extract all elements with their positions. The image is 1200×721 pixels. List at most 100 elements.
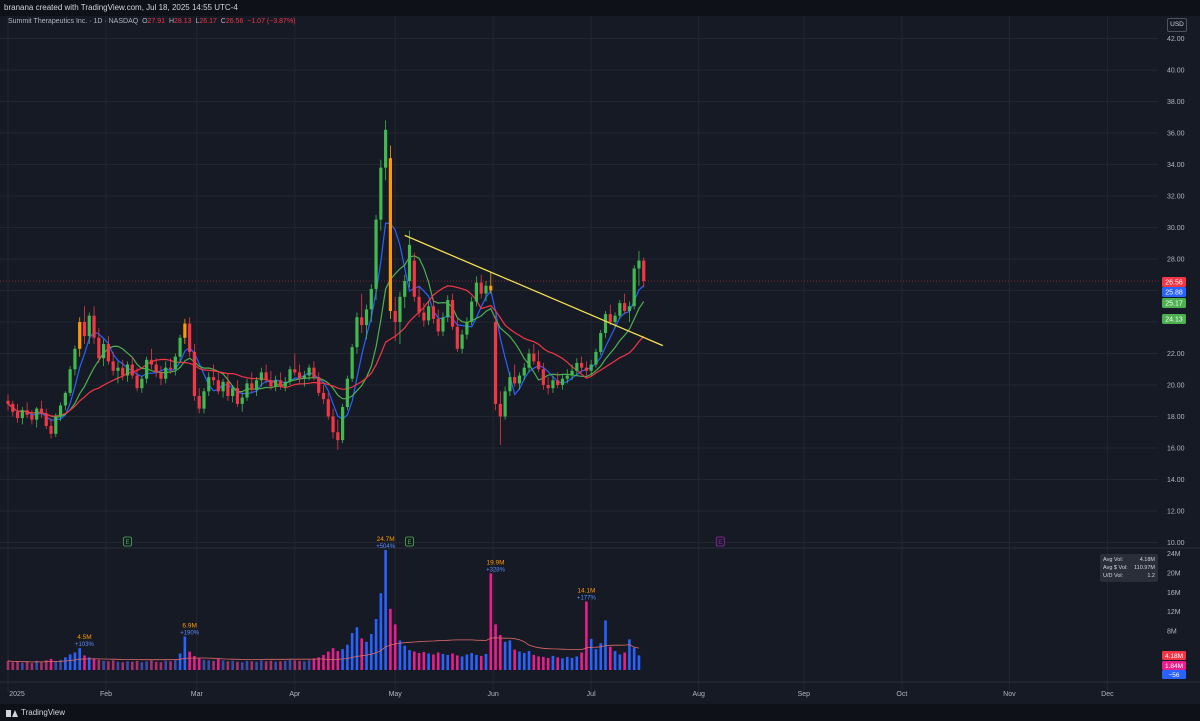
stat-label: Avg $ Vol: bbox=[1103, 565, 1128, 571]
candle bbox=[226, 373, 230, 401]
volume-bar bbox=[599, 643, 603, 670]
price-axis-label: 28.00 bbox=[1167, 257, 1185, 264]
currency-button[interactable]: USD bbox=[1167, 18, 1187, 32]
volume-badge-label: 1.84M bbox=[1165, 663, 1183, 670]
candle bbox=[192, 344, 197, 401]
candle bbox=[470, 296, 474, 326]
price-axis-label: 18.00 bbox=[1167, 414, 1185, 421]
candle bbox=[35, 407, 39, 428]
volume-axis-label: 8M bbox=[1167, 629, 1177, 636]
candle bbox=[398, 292, 402, 345]
time-axis-label: Mar bbox=[191, 691, 204, 698]
volume-bar bbox=[369, 634, 373, 670]
candle bbox=[6, 394, 10, 411]
candle-body bbox=[470, 301, 474, 322]
candle-body bbox=[197, 396, 201, 409]
volume-bar bbox=[97, 659, 101, 670]
candle-body bbox=[364, 309, 369, 326]
candle-body bbox=[97, 337, 101, 359]
candle bbox=[240, 392, 244, 412]
earnings-box bbox=[405, 536, 414, 547]
candle-body bbox=[235, 388, 240, 404]
volume-bar bbox=[212, 660, 215, 670]
candle bbox=[364, 304, 369, 340]
candle bbox=[627, 301, 631, 322]
candle bbox=[15, 403, 20, 423]
candle bbox=[73, 345, 77, 376]
volume-bar bbox=[11, 662, 15, 670]
volume-bar bbox=[413, 651, 416, 670]
stat-value: 110.97M bbox=[1134, 565, 1155, 571]
candle-body bbox=[240, 397, 244, 404]
candle bbox=[288, 366, 292, 385]
candle-body bbox=[513, 377, 517, 384]
candle-body bbox=[436, 318, 440, 332]
volume-bar bbox=[537, 656, 540, 670]
candle bbox=[278, 372, 283, 390]
price-axis-label: 20.00 bbox=[1167, 383, 1185, 390]
volume-bar bbox=[451, 653, 454, 670]
candle-body bbox=[580, 362, 584, 368]
candle bbox=[54, 413, 58, 437]
legend-open: 27.91 bbox=[147, 18, 166, 25]
candle bbox=[116, 361, 120, 384]
candle-body bbox=[283, 381, 287, 387]
candle-body bbox=[140, 378, 144, 389]
volume-bar bbox=[575, 656, 579, 670]
volume-bar bbox=[221, 660, 225, 670]
volume-bar bbox=[68, 654, 72, 670]
candle-body bbox=[412, 260, 416, 297]
volume-bar bbox=[542, 656, 545, 670]
tradingview-logo[interactable]: TradingView bbox=[6, 708, 65, 717]
volume-bar bbox=[255, 661, 258, 670]
volume-bar bbox=[365, 641, 368, 670]
candle-body bbox=[63, 392, 67, 406]
volume-bar bbox=[49, 658, 53, 670]
candle bbox=[589, 359, 593, 376]
candle bbox=[599, 329, 603, 356]
grid-lines bbox=[0, 16, 1158, 692]
candle bbox=[39, 400, 44, 419]
candle bbox=[321, 385, 326, 404]
candle-body bbox=[460, 334, 464, 349]
candle-body bbox=[278, 380, 283, 387]
volume-axis-label: 12M bbox=[1167, 609, 1181, 616]
candle-body bbox=[297, 372, 302, 379]
volume-badge: −56 bbox=[1162, 670, 1186, 679]
volume-bar bbox=[441, 653, 445, 670]
volume-bar bbox=[207, 660, 211, 670]
candle-body bbox=[360, 317, 364, 326]
candle-body bbox=[116, 367, 120, 371]
time-axis-label: Jun bbox=[488, 691, 499, 698]
price-axis-label: 16.00 bbox=[1167, 446, 1185, 453]
candle-body bbox=[188, 323, 192, 352]
volume-bar bbox=[83, 655, 86, 670]
volume-bar bbox=[470, 653, 473, 670]
volume-bar bbox=[264, 661, 268, 670]
candle bbox=[307, 364, 311, 381]
volume-bar bbox=[360, 638, 364, 670]
candle bbox=[336, 419, 340, 450]
volume-bar bbox=[628, 639, 631, 670]
candle bbox=[551, 375, 555, 393]
earnings-marker: E bbox=[715, 536, 725, 547]
candle bbox=[125, 361, 130, 382]
candle-body bbox=[627, 306, 631, 311]
legend-change: −1.07 (−3.87%) bbox=[247, 18, 296, 25]
price-axis-label: 12.00 bbox=[1167, 509, 1185, 516]
volume-bar bbox=[25, 661, 29, 670]
candle-body bbox=[254, 380, 259, 390]
legend-low-label: L bbox=[195, 18, 200, 25]
volume-bar bbox=[283, 660, 287, 670]
volume-bar bbox=[64, 657, 67, 670]
candle-body bbox=[393, 310, 397, 322]
volume-bar bbox=[202, 659, 206, 670]
candle-body bbox=[407, 244, 412, 282]
candle-body bbox=[575, 362, 579, 371]
candle-body bbox=[508, 377, 512, 392]
candle-body bbox=[82, 322, 87, 337]
volume-bar bbox=[556, 657, 559, 670]
candle bbox=[231, 385, 235, 403]
volume-bar bbox=[298, 660, 301, 670]
